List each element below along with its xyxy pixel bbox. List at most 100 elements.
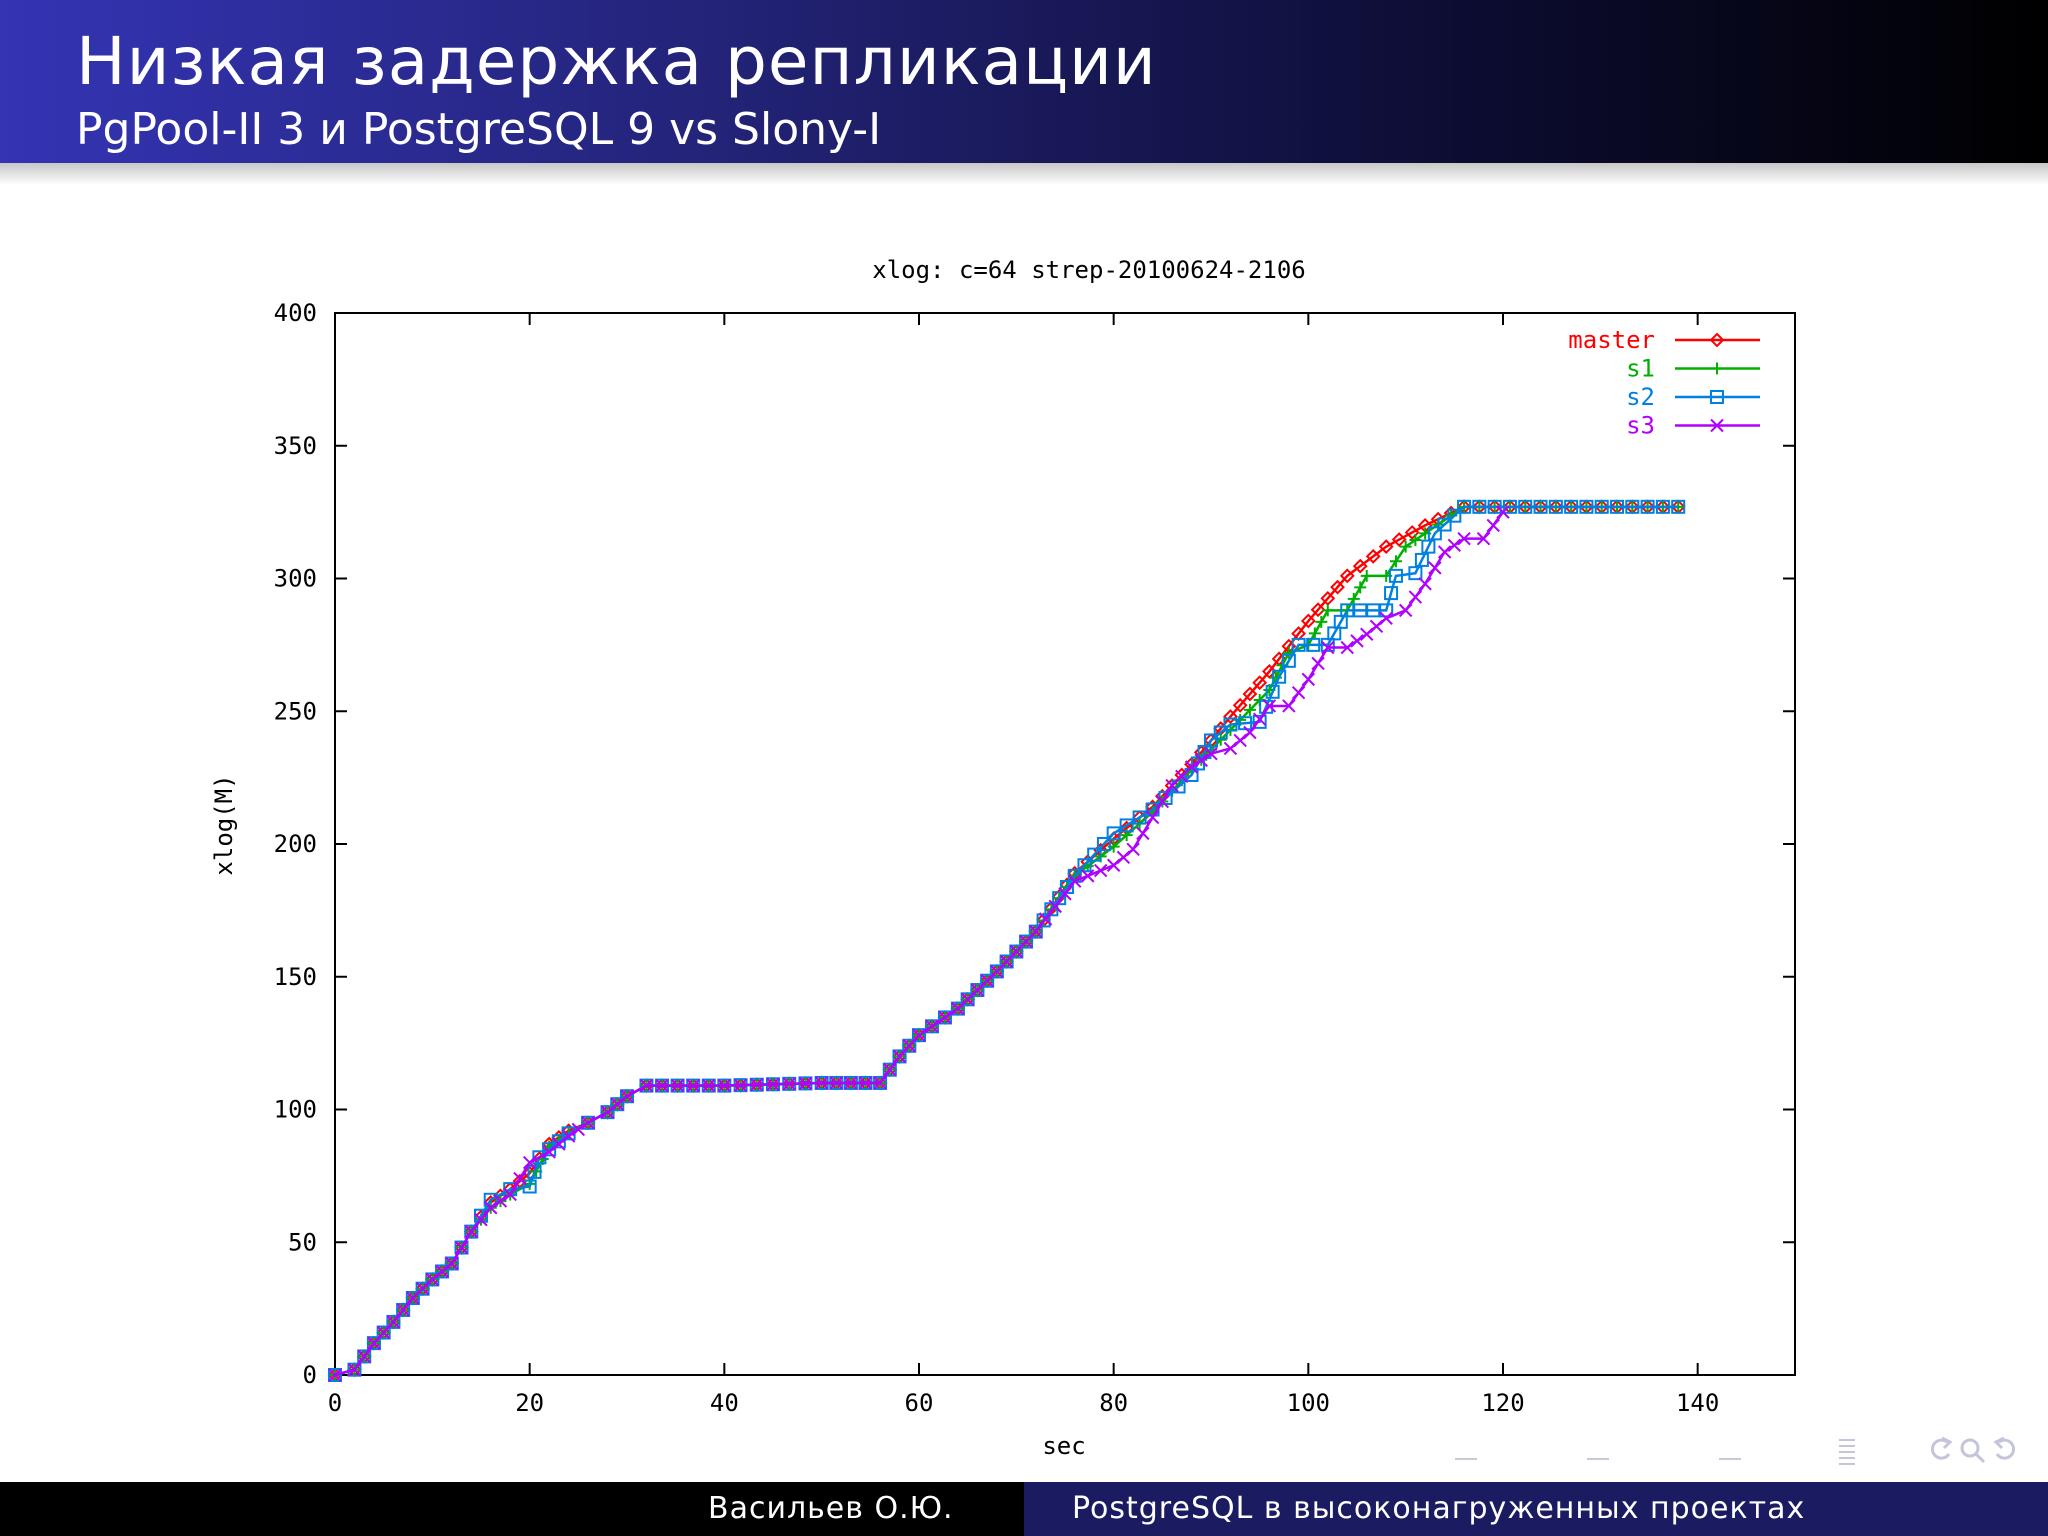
back-icon[interactable] <box>1925 1432 1957 1468</box>
data-point-s2 <box>1625 499 1640 514</box>
data-point-s2 <box>1119 818 1134 833</box>
data-point-s2 <box>1281 653 1296 668</box>
data-point-s3 <box>1029 924 1043 939</box>
data-point-s2 <box>1447 508 1462 523</box>
data-point-s2 <box>1213 725 1228 740</box>
data-point-s2 <box>366 1336 381 1351</box>
data-point-master <box>1404 525 1420 540</box>
data-point-s2 <box>1502 499 1517 514</box>
data-point-master <box>1330 579 1345 595</box>
y-tick-label: 200 <box>274 830 317 858</box>
data-point-s2 <box>937 1010 952 1025</box>
data-point-s3 <box>1106 858 1121 872</box>
data-point-s3 <box>1369 619 1384 633</box>
data-point-s1 <box>1321 604 1334 617</box>
data-point-s1 <box>1354 581 1367 594</box>
data-point-master <box>1352 558 1368 574</box>
series-layer <box>327 499 1686 1383</box>
x-tick-label: 140 <box>1676 1389 1719 1417</box>
data-point-s2 <box>882 1062 897 1077</box>
data-point-s2 <box>405 1291 420 1306</box>
data-point-s1 <box>1347 592 1360 605</box>
data-point-s2 <box>960 992 975 1007</box>
y-axis-label: xlog(M) <box>210 774 238 875</box>
data-point-s3 <box>1408 590 1423 604</box>
data-point-master <box>1310 602 1326 618</box>
data-point-s3 <box>396 1303 410 1317</box>
data-point-s3 <box>1428 561 1442 575</box>
data-point-s3 <box>464 1224 478 1239</box>
data-point-master <box>1391 532 1407 547</box>
nav-section-indicator <box>1719 1458 1741 1460</box>
data-point-s2 <box>1223 717 1238 732</box>
data-point-s3 <box>1496 505 1510 519</box>
y-tick-label: 100 <box>274 1096 317 1124</box>
data-point-s2 <box>1052 891 1067 906</box>
data-point-s2 <box>1204 733 1218 748</box>
data-point-s2 <box>1640 499 1655 514</box>
data-point-s2 <box>989 964 1004 979</box>
slide-footer: Васильев О.Ю. PostgreSQL в высоконагруже… <box>0 1482 2048 1536</box>
forward-icon[interactable] <box>1989 1432 2021 1468</box>
data-point-s2 <box>980 973 995 988</box>
footer-author: Васильев О.Ю. <box>0 1482 1024 1536</box>
series-s3 <box>328 505 1510 1382</box>
data-point-s2 <box>357 1349 372 1364</box>
data-point-s2 <box>1384 586 1399 601</box>
data-point-s2 <box>970 983 985 998</box>
data-point-s3 <box>493 1194 508 1208</box>
data-point-s1 <box>1308 627 1321 640</box>
x-tick-label: 120 <box>1481 1389 1524 1417</box>
data-point-s3 <box>1155 794 1170 809</box>
legend-marker-master <box>1709 332 1725 348</box>
data-point-s3 <box>1360 627 1374 641</box>
data-point-s2 <box>444 1256 459 1271</box>
y-tick-label: 0 <box>303 1361 317 1389</box>
data-point-s3 <box>912 1028 926 1042</box>
data-point-s2 <box>1518 499 1533 514</box>
data-point-s3 <box>1038 912 1053 926</box>
data-point-s3 <box>522 1155 537 1170</box>
data-point-s3 <box>1116 850 1131 864</box>
xlog-chart: xlog: c=64 strep-20100624-2106 sec xlog(… <box>210 256 1796 1460</box>
data-point-s3 <box>1301 672 1316 687</box>
data-point-s2 <box>1238 716 1253 731</box>
series-line-master <box>334 505 1679 1377</box>
data-point-s3 <box>445 1256 459 1271</box>
data-point-s3 <box>1340 640 1354 655</box>
data-point-s3 <box>1184 760 1199 774</box>
data-point-s2 <box>328 1368 342 1382</box>
axes-group: 0 20 40 60 80 100 120 140 0 50 100 150 200 250 300 350 4… <box>274 299 1795 1417</box>
data-point-s3 <box>386 1315 401 1329</box>
data-point-s2 <box>1388 568 1403 583</box>
data-point-s3 <box>1233 733 1247 748</box>
header-shadow <box>0 163 2048 185</box>
data-point-s3 <box>610 1097 624 1111</box>
toc-icon[interactable] <box>1835 1432 1859 1468</box>
y-tick-label: 350 <box>274 432 317 460</box>
x-tick-label: 60 <box>905 1389 934 1417</box>
data-point-s3 <box>1262 699 1277 713</box>
x-axis-label: sec <box>1042 1432 1085 1460</box>
data-point-s2 <box>1106 826 1121 841</box>
data-point-s2 <box>1306 637 1321 652</box>
data-point-s3 <box>1081 869 1095 883</box>
data-point-s3 <box>1321 640 1335 655</box>
data-point-s3 <box>892 1049 907 1064</box>
data-point-s2 <box>542 1142 557 1157</box>
data-point-master <box>1339 568 1355 584</box>
data-point-s2 <box>1421 539 1436 554</box>
data-point-s2 <box>892 1049 907 1064</box>
data-point-s2 <box>1036 913 1051 928</box>
data-point-s2 <box>474 1208 488 1223</box>
data-point-s3 <box>1379 611 1393 626</box>
data-point-s3 <box>639 1078 654 1093</box>
data-point-s2 <box>600 1105 615 1120</box>
footer-talk-title: PostgreSQL в высоконагруженных проектах <box>1024 1482 2048 1536</box>
data-point-s2 <box>1548 499 1563 514</box>
data-point-s3 <box>733 1078 748 1092</box>
data-point-s2 <box>1087 847 1102 862</box>
search-icon[interactable] <box>1957 1432 1989 1468</box>
data-point-s3 <box>561 1129 576 1143</box>
